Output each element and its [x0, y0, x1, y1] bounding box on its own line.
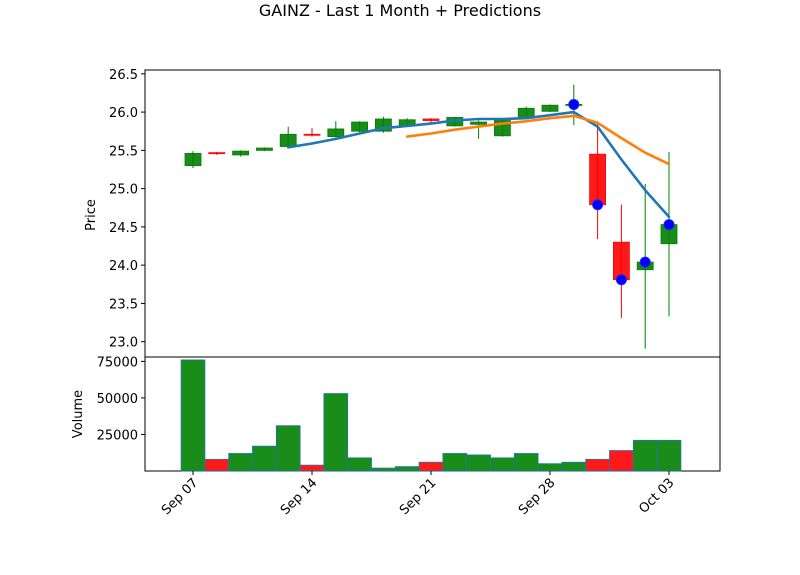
- volume-bar: [442, 453, 468, 472]
- volume-bar: [585, 458, 610, 472]
- candle-body: [184, 153, 202, 167]
- candle: [589, 122, 606, 240]
- volume-axis-label: Volume: [71, 390, 86, 438]
- volume-bar: [347, 457, 372, 472]
- volume-bar: [299, 464, 325, 472]
- volume-bar: [323, 393, 349, 472]
- price-panel: 23.0 23.5 24.0 24.5 25.0 25.5 26.0 26.5: [109, 68, 721, 358]
- candle: [541, 104, 559, 113]
- candle-body: [303, 133, 321, 136]
- x-tick-label: Oct 03: [636, 476, 677, 517]
- candle: [208, 151, 226, 155]
- prediction-marker: [568, 98, 580, 110]
- candle: [255, 147, 273, 152]
- volume-tick-label: 25000: [97, 428, 138, 443]
- candle-body: [422, 118, 440, 121]
- x-tick-label: Sep 21: [397, 476, 440, 519]
- candle: [303, 128, 321, 137]
- price-tick-label: 26.0: [109, 106, 138, 121]
- volume-bar: [490, 457, 515, 472]
- candle-body: [589, 153, 606, 206]
- x-tick-label: Sep 14: [278, 476, 321, 519]
- volume-bar: [204, 458, 230, 472]
- volume-bar: [656, 439, 682, 472]
- volume-bar: [180, 359, 206, 472]
- volume-tick-label: 75000: [97, 355, 138, 370]
- candle: [279, 126, 297, 148]
- series-line-orange: [405, 114, 671, 166]
- price-tick-label: 24.0: [109, 259, 138, 274]
- price-panel-frame: [144, 69, 721, 358]
- volume-bar: [561, 461, 587, 472]
- price-tick-label: 25.5: [109, 144, 138, 159]
- series-line-blue: [286, 110, 671, 219]
- candle-body: [351, 121, 369, 132]
- prediction-marker: [639, 256, 651, 268]
- candle-body: [279, 133, 297, 147]
- price-tick-label: 23.0: [109, 336, 138, 351]
- candle: [493, 118, 511, 137]
- price-tick-label: 26.5: [109, 68, 138, 83]
- volume-bar: [418, 461, 444, 472]
- volume-bar: [228, 453, 253, 472]
- volume-bar: [394, 466, 420, 472]
- price-tick-label: 25.0: [109, 183, 138, 198]
- volume-bar: [252, 445, 277, 472]
- prediction-marker: [615, 274, 627, 286]
- candle-body: [208, 152, 226, 155]
- volume-bar: [632, 439, 658, 472]
- volume-bar: [609, 450, 634, 472]
- candle: [351, 121, 369, 132]
- candle-body: [232, 150, 250, 156]
- chart-title: GAINZ - Last 1 Month + Predictions: [259, 1, 541, 20]
- candle: [660, 151, 678, 317]
- price-tick-label: 24.5: [109, 221, 138, 236]
- candle-body: [470, 121, 488, 125]
- price-axis-label: Price: [84, 199, 99, 231]
- volume-bar: [466, 454, 491, 472]
- volume-bar: [275, 425, 301, 472]
- candle: [184, 151, 202, 168]
- volume-panel: 25000 50000 75000: [97, 355, 721, 472]
- candle-body: [327, 128, 345, 137]
- price-tick-label: 23.5: [109, 297, 138, 312]
- candle-body: [541, 104, 559, 112]
- volume-tick-label: 50000: [97, 392, 138, 407]
- prediction-marker: [592, 199, 604, 211]
- x-tick-label: Sep 07: [159, 476, 202, 519]
- candle: [470, 120, 488, 139]
- candle-body: [255, 147, 273, 151]
- volume-bar: [537, 463, 563, 472]
- candle: [327, 121, 345, 138]
- candle-body: [613, 241, 630, 281]
- x-tick-label: Sep 28: [516, 476, 559, 519]
- candle: [613, 204, 630, 318]
- x-axis: Sep 07 Sep 14 Sep 21 Sep 28 Oct 03: [159, 471, 677, 519]
- candle: [232, 150, 250, 157]
- volume-bar: [371, 467, 396, 472]
- prediction-marker: [663, 219, 675, 231]
- volume-bar: [513, 453, 539, 472]
